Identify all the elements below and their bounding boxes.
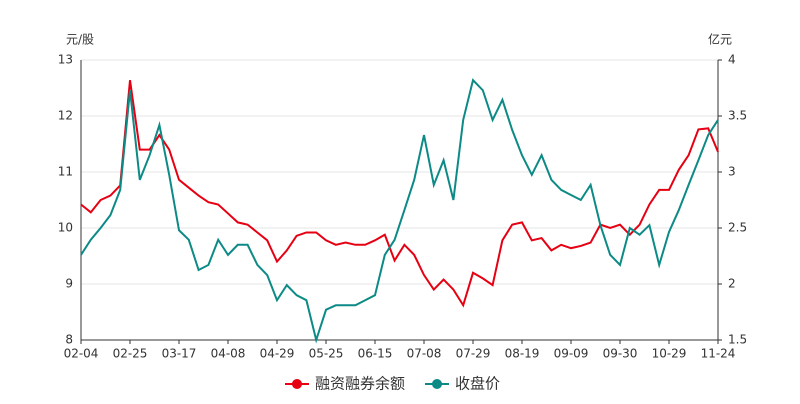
y-tick-label: 11 xyxy=(58,165,73,179)
x-tick-label: 07-08 xyxy=(407,347,442,361)
legend-marker xyxy=(292,379,302,389)
x-tick-label: 03-17 xyxy=(162,347,197,361)
legend-label: 融资融券余额 xyxy=(315,375,405,393)
y-axis-unit: 元/股 xyxy=(66,33,94,47)
y2-tick-label: 3 xyxy=(728,165,736,179)
y2-axis-unit: 亿元 xyxy=(708,32,732,47)
y-tick-label: 9 xyxy=(65,277,73,291)
x-tick-label: 07-29 xyxy=(456,347,491,361)
x-tick-label: 06-15 xyxy=(358,347,393,361)
y-tick-label: 13 xyxy=(58,53,73,67)
y-tick-label: 8 xyxy=(65,333,73,347)
x-tick-label: 10-29 xyxy=(652,347,687,361)
x-tick-label: 02-25 xyxy=(113,347,148,361)
series-line xyxy=(80,78,719,344)
x-tick-label: 09-30 xyxy=(603,347,638,361)
y2-tick-label: 4 xyxy=(728,53,736,67)
y2-tick-label: 1.5 xyxy=(728,333,747,347)
x-tick-label: 02-04 xyxy=(64,347,99,361)
y2-tick-label: 2.5 xyxy=(728,221,747,235)
legend-label: 收盘价 xyxy=(455,375,500,393)
y-tick-label: 12 xyxy=(58,109,73,123)
legend-marker xyxy=(432,379,443,389)
x-tick-label: 09-09 xyxy=(554,347,589,361)
x-tick-label: 04-08 xyxy=(211,347,246,361)
series-line xyxy=(80,80,719,308)
x-tick-label: 08-19 xyxy=(505,347,540,361)
y-tick-label: 10 xyxy=(58,221,73,235)
x-tick-label: 05-25 xyxy=(309,347,344,361)
x-tick-label: 11-24 xyxy=(701,347,736,361)
y2-tick-label: 3.5 xyxy=(728,109,747,123)
x-tick-label: 04-29 xyxy=(260,347,295,361)
y2-tick-label: 2 xyxy=(728,277,736,291)
